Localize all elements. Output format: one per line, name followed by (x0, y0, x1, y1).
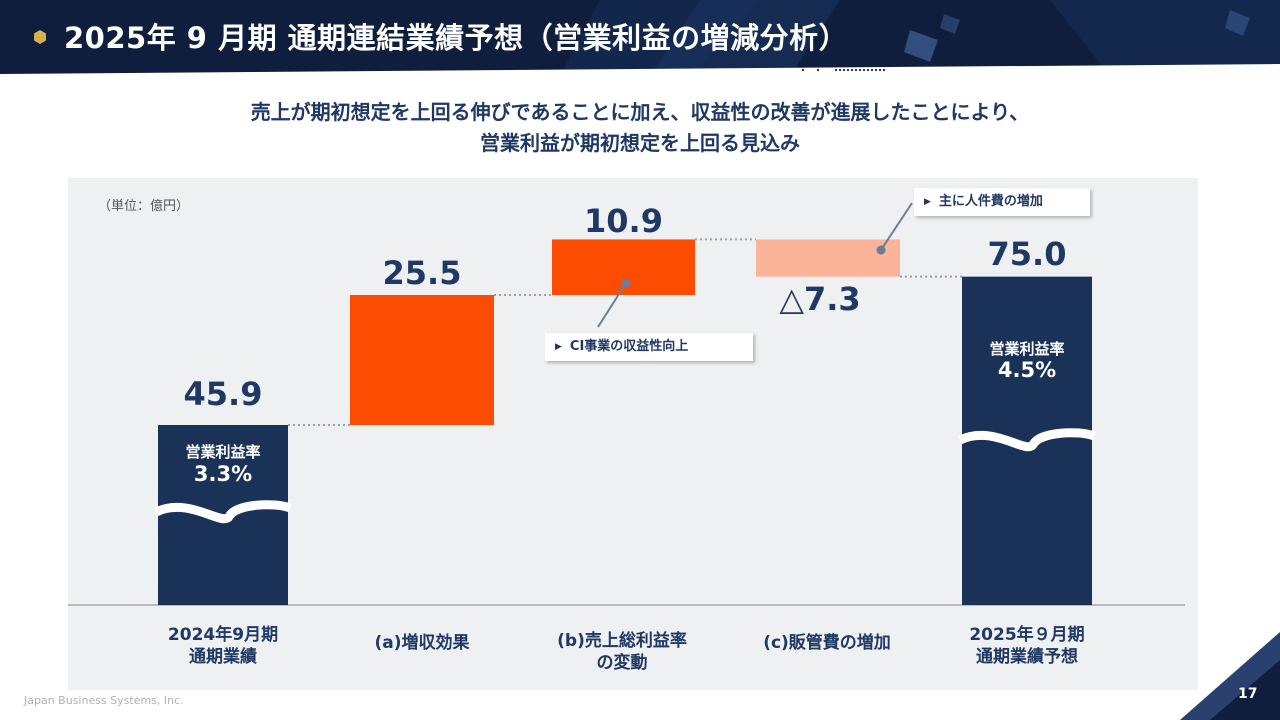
bar-revenue-effect (350, 295, 494, 425)
callout-ci-dot (621, 278, 631, 288)
category-sga: (c)販管費の増加 (737, 632, 917, 654)
category-revenue-effect: (a)増収効果 (332, 632, 512, 654)
category-fy2024-line1: 2024年9月期 (167, 625, 279, 645)
subtitle-line-2: 営業利益が期初想定を上回る見込み (480, 131, 800, 155)
category-revenue-effect-line1: (a)増収効果 (374, 633, 470, 653)
axis-break-wave-fy2024 (154, 500, 292, 524)
category-gross-margin: (b)売上総利益率 の変動 (532, 630, 712, 674)
callout-ci: ▶ CI事業の収益性向上 (545, 333, 753, 361)
header-decoration (0, 0, 1280, 76)
axis-break-wave-fy2025 (958, 428, 1096, 452)
value-label-sga: △7.3 (779, 279, 861, 318)
margin-value-fy2025: 4.5% (997, 358, 1057, 382)
callout-personnel-text: 主に人件費の増加 (938, 194, 1043, 209)
header-banner: 2025年 9 月期 通期連結業績予想（営業利益の増減分析） (0, 0, 1280, 76)
margin-title-fy2025: 営業利益率 (989, 340, 1065, 358)
bar-sga (756, 239, 900, 277)
triangle-right-icon: ▶ (555, 342, 562, 352)
margin-title-fy2024: 営業利益率 (185, 443, 261, 461)
footer-company: Japan Business Systems, Inc. (24, 694, 184, 707)
category-gross-margin-line2: の変動 (596, 653, 648, 673)
callout-personnel-dot (876, 245, 886, 255)
category-fy2024: 2024年9月期 通期業績 (133, 624, 313, 668)
page-number: 17 (1238, 686, 1258, 702)
value-label-revenue-effect: 25.5 (382, 254, 462, 292)
category-fy2025-line2: 通期業績予想 (976, 647, 1078, 667)
subtitle-line-1: 売上が期初想定を上回る伸びであることに加え、収益性の改善が進展したことにより、 (250, 100, 1030, 124)
margin-value-fy2024: 3.3% (193, 462, 253, 486)
callout-personnel: ▶ 主に人件費の増加 (914, 188, 1090, 216)
triangle-right-icon: ▶ (924, 197, 931, 207)
category-fy2024-line2: 通期業績 (189, 647, 257, 667)
callout-ci-text: CI事業の収益性向上 (569, 339, 689, 354)
callout-personnel-leader (880, 202, 913, 251)
category-sga-line1: (c)販管費の増加 (763, 633, 891, 653)
unit-label: （単位：億円） (98, 199, 190, 214)
page-title: 2025年 9 月期 通期連結業績予想（営業利益の増減分析） (64, 21, 849, 55)
category-fy2025-line1: 2025年９月期 (969, 625, 1085, 645)
callout-ci-leader (597, 282, 627, 328)
value-label-fy2024: 45.9 (183, 375, 263, 413)
hexagon-icon (34, 30, 46, 44)
bar-fy2025 (962, 276, 1092, 605)
category-gross-margin-line1: (b)売上総利益率 (557, 631, 687, 651)
value-label-gross-margin: 10.9 (584, 202, 663, 241)
value-label-fy2025: 75.0 (987, 234, 1067, 273)
category-fy2025: 2025年９月期 通期業績予想 (937, 624, 1117, 668)
